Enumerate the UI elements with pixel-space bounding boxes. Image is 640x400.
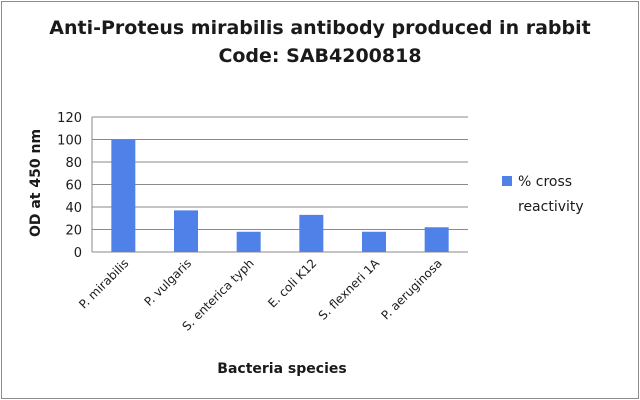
legend-label-line-2: reactivity (518, 199, 584, 215)
y-tick-label-120: 120 (57, 111, 82, 126)
legend-label-line-1: % cross (518, 174, 572, 190)
y-tick-label-20: 20 (65, 224, 82, 239)
chart-subtitle: Code: SAB4200818 (218, 45, 421, 67)
bar-1 (111, 139, 136, 252)
y-tick-label-60: 60 (65, 179, 82, 194)
y-tick-label-40: 40 (65, 201, 82, 216)
bar-2 (174, 210, 198, 252)
legend: % cross reactivity (502, 174, 584, 215)
x-tick-label-6: P. aeruginosa (378, 256, 444, 322)
x-axis-title: Bacteria species (217, 361, 346, 377)
x-tick-label-5: S. flexneri 1A (316, 256, 383, 323)
bar-3 (236, 231, 261, 252)
x-tick-label-4: E. coli K12 (265, 256, 319, 310)
x-tick-label-2: P. vulgaris (141, 256, 194, 309)
y-tick-labels: 0 20 40 60 80 100 120 (57, 111, 82, 261)
x-tick-label-1: P. mirabilis (76, 256, 131, 311)
bar-5 (362, 231, 386, 252)
legend-swatch (502, 176, 512, 186)
y-axis-title: OD at 450 nm (28, 129, 44, 237)
bar-6 (424, 227, 449, 252)
gridlines (91, 116, 468, 253)
y-tick-label-0: 0 (74, 246, 82, 261)
y-tick-label-80: 80 (65, 156, 82, 171)
chart-title: Anti-Proteus mirabilis antibody produced… (49, 17, 590, 39)
bar-4 (299, 214, 324, 252)
bars (111, 139, 449, 252)
y-tick-label-100: 100 (57, 134, 82, 149)
